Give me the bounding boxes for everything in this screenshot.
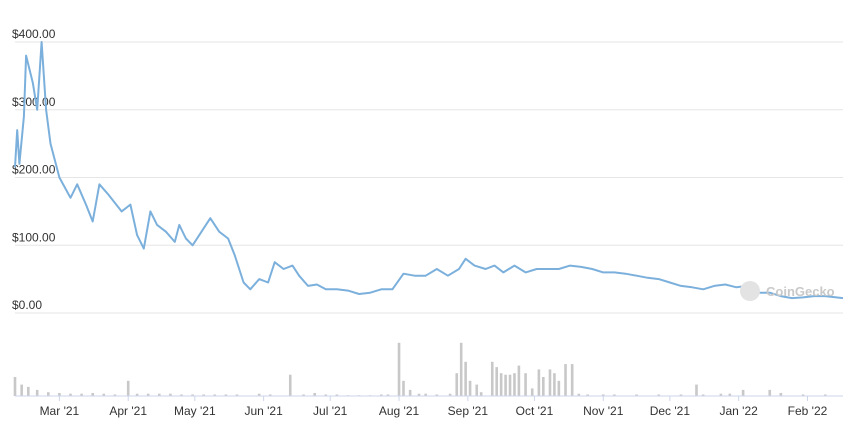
volume-bar	[113, 394, 117, 396]
volume-bar	[379, 394, 383, 396]
volume-bar	[548, 369, 552, 396]
x-tick-label: Mar '21	[40, 404, 80, 418]
watermark-text: CoinGecko	[766, 284, 835, 299]
volume-bar	[459, 342, 463, 396]
x-tick-label: Jun '21	[244, 404, 283, 418]
volume-bar	[586, 394, 590, 396]
x-tick-label: Sep '21	[448, 404, 489, 418]
volume-bar	[490, 361, 494, 396]
volume-bar	[679, 394, 683, 396]
volume-bar	[102, 393, 106, 396]
volume-bar	[570, 364, 574, 396]
volume-bar	[13, 377, 17, 396]
volume-bar	[524, 373, 527, 396]
volume-bar	[479, 392, 483, 396]
volume-bar	[46, 392, 50, 396]
price-line	[14, 41, 844, 300]
x-tick-label: Apr '21	[109, 404, 147, 418]
volume-bar	[324, 394, 328, 396]
volume-bar	[386, 394, 390, 396]
volume-bar	[728, 393, 732, 396]
x-tick-label: May '21	[174, 404, 216, 418]
volume-bar	[823, 394, 827, 396]
volume-bar	[135, 393, 139, 396]
volume-bar	[601, 394, 605, 396]
volume-bar	[557, 380, 561, 396]
volume-bar	[701, 394, 705, 396]
volume-bar	[424, 393, 427, 396]
x-tick-label: Jan '22	[720, 404, 759, 418]
y-tick-label: $300.00	[12, 95, 56, 109]
volume-bar	[213, 394, 217, 396]
x-tick-label: Jul '21	[313, 404, 348, 418]
volume-bar	[468, 380, 472, 396]
volume-bar	[313, 392, 316, 396]
volume-bar	[513, 373, 516, 396]
volume-bar	[169, 393, 172, 396]
volume-bar	[695, 384, 698, 396]
volume-bar	[417, 393, 421, 396]
volume-bar	[235, 394, 239, 396]
volume-bar	[495, 367, 499, 396]
x-tick-label: Nov '21	[583, 404, 624, 418]
volume-bar	[224, 394, 228, 396]
volume-bar	[504, 374, 507, 396]
volume-bar	[191, 394, 194, 396]
volume-bar	[180, 394, 183, 396]
volume-bar	[402, 380, 405, 396]
volume-bar	[157, 393, 161, 396]
volume-bar	[27, 386, 30, 396]
volume-bar	[435, 394, 439, 396]
volume-bar	[20, 384, 23, 396]
volume-bar	[741, 389, 745, 396]
volume-bar	[91, 392, 94, 396]
volume-bar	[537, 369, 541, 396]
watermark: CoinGecko	[740, 281, 835, 301]
volume-bar	[146, 393, 150, 396]
volume-bar	[768, 389, 772, 396]
volume-bar	[801, 394, 805, 396]
x-tick-label: Oct '21	[516, 404, 554, 418]
volume-bar	[448, 393, 452, 396]
volume-bar	[719, 393, 723, 396]
volume-bar	[58, 392, 61, 396]
volume-bar	[613, 394, 616, 396]
y-tick-label: $400.00	[12, 27, 56, 41]
volume-bar	[508, 374, 512, 396]
y-tick-label: $200.00	[12, 163, 56, 177]
watermark-logo	[740, 281, 760, 301]
y-tick-label: $100.00	[12, 230, 56, 244]
volume-bar	[80, 393, 83, 396]
volume-bar	[464, 361, 467, 396]
volume-bar	[564, 364, 567, 396]
x-tick-label: Feb '22	[788, 404, 828, 418]
y-tick-label: $0.00	[12, 298, 42, 312]
volume-bar	[408, 389, 412, 396]
volume-bar	[530, 388, 534, 396]
volume-bar	[302, 394, 305, 396]
volume-bar	[455, 373, 459, 396]
volume-bar	[35, 389, 39, 396]
volume-bar	[779, 392, 783, 396]
volume-bar	[268, 394, 272, 396]
volume-bar	[397, 342, 401, 396]
volume-bar	[257, 393, 261, 396]
volume-bar	[288, 374, 292, 396]
volume-bar	[126, 380, 130, 396]
volume-bar	[553, 373, 556, 396]
volume-bar	[335, 394, 339, 396]
volume-bar	[475, 384, 479, 396]
volume-bar	[657, 394, 661, 396]
volume-bar	[202, 394, 205, 396]
x-tick-label: Dec '21	[650, 404, 691, 418]
volume-bar	[69, 393, 72, 396]
volume-bar	[542, 377, 545, 396]
volume-bar	[635, 394, 638, 396]
volume-bar	[577, 393, 581, 396]
volume-bar	[499, 373, 503, 396]
x-tick-label: Aug '21	[379, 404, 420, 418]
volume-bar	[517, 365, 521, 396]
